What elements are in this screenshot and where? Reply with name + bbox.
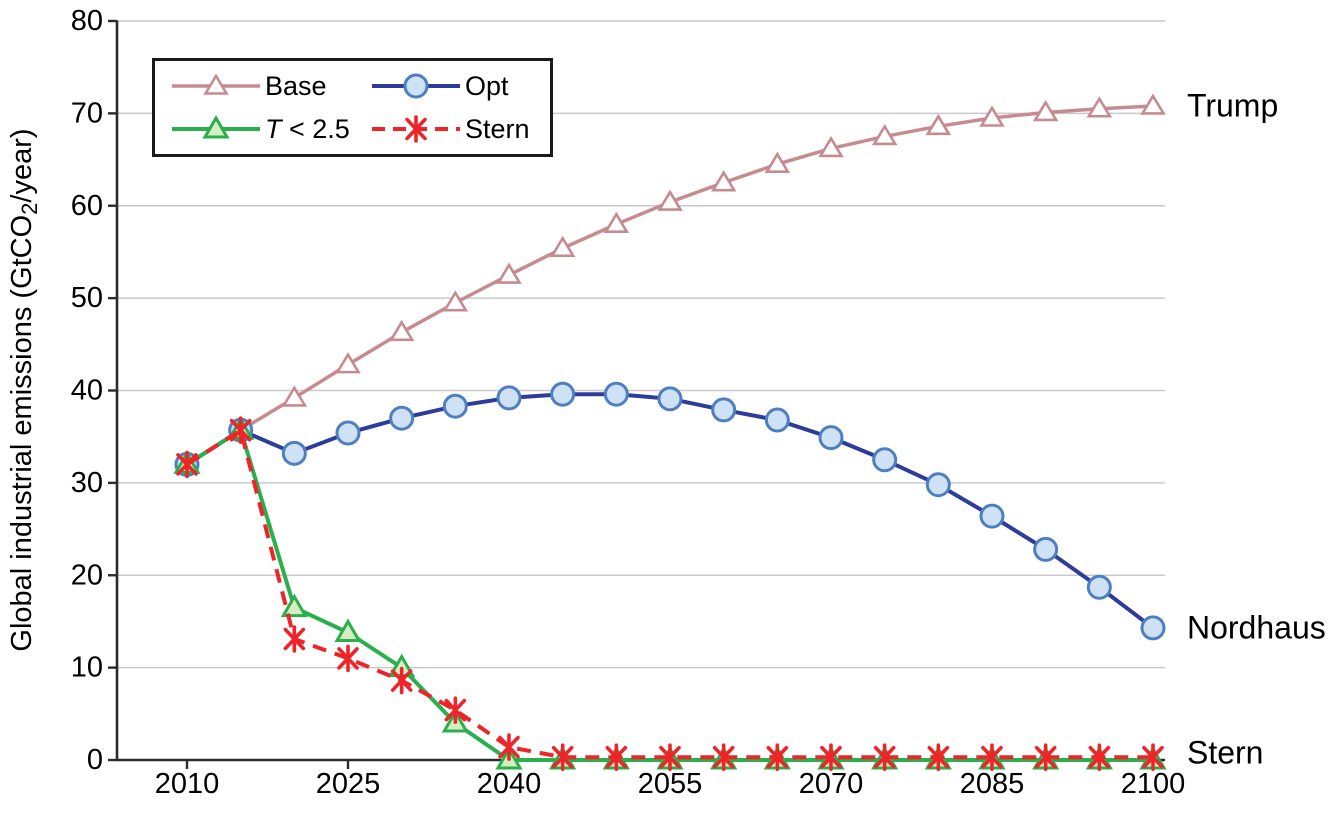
opt-circle-marker [403,73,429,99]
stern-asterisk-marker [444,698,467,722]
stern-asterisk-marker [498,735,520,759]
opt-circle-marker [1033,536,1059,562]
annotation-stern: Stern [1186,734,1264,771]
stern-asterisk-marker [337,647,359,670]
opt-circle-marker [281,440,307,466]
x-tick-label: 2070 [799,768,864,800]
x-tick-label: 2025 [316,768,381,800]
stern-asterisk-marker [551,745,574,769]
legend-swatch-stern [372,115,460,143]
base-triangle-marker [549,235,576,258]
base-triangle-marker [710,170,737,192]
t25-triangle-marker [334,618,362,643]
series-line [185,428,1153,760]
t25-triangle-marker [280,593,308,618]
y-tick-label: 80 [71,5,103,37]
base-triangle-marker [335,352,361,374]
x-tick-label: 2055 [638,768,703,800]
stern-asterisk-marker [1088,745,1111,769]
stern-asterisk-marker [1142,745,1164,769]
stern-asterisk-marker [820,745,842,769]
series-line [185,428,1153,762]
y-tick-label: 10 [71,652,103,684]
series-t25 [173,416,1167,770]
stern-asterisk-marker [1034,745,1057,769]
stern-asterisk-marker [981,745,1003,769]
opt-circle-marker [550,381,576,407]
series-stern [176,416,1164,772]
base-triangle-marker [871,123,898,146]
legend-swatch-t25 [172,115,260,139]
base-triangle-marker [1140,93,1166,115]
stern-asterisk-marker [229,418,252,442]
y-tick-label: 40 [71,375,103,407]
legend-row: T < 2.5 Stern [169,109,550,149]
legend-label: Base [265,70,327,101]
stern-asterisk-marker [390,669,413,692]
y-tick-label: 30 [71,467,103,499]
base-triangle-marker [603,211,630,234]
opt-circle-marker [925,472,951,498]
legend-swatch-opt [372,73,460,99]
opt-circle-marker [657,386,683,412]
y-tick-label: 60 [71,190,103,222]
x-tick-label: 2040 [477,768,542,800]
opt-circle-marker [1086,574,1112,600]
opt-circle-marker [442,393,468,419]
base-triangle-marker [203,73,229,95]
base-triangle-marker [979,105,1005,127]
base-triangle-marker [657,189,683,211]
series-line [185,392,1155,630]
base-triangle-marker [764,151,791,173]
y-tick-label: 0 [87,744,103,776]
opt-circle-marker [818,425,844,451]
stern-asterisk-marker [659,745,681,769]
stern-asterisk-marker [873,745,896,769]
stern-asterisk-marker [605,745,628,769]
opt-circle-marker [335,420,361,446]
y-tick-label: 50 [71,282,103,314]
opt-circle-marker [711,397,737,423]
base-triangle-marker [1086,96,1113,118]
series-opt [174,381,1166,641]
stern-asterisk-marker [712,745,735,769]
legend-label: Stern [465,113,530,144]
x-tick-label: 2010 [155,768,220,800]
base-triangle-marker [442,290,469,312]
base-triangle-marker [925,113,952,136]
stern-asterisk-marker [283,627,306,651]
base-triangle-marker [496,262,522,284]
annotation-nordhaus: Nordhaus [1186,609,1326,646]
opt-circle-marker [872,447,898,473]
opt-circle-marker [496,385,522,411]
legend-label: Opt [465,70,509,101]
legend-label: T < 2.5 [265,113,350,144]
stern-asterisk-marker [405,117,427,141]
stern-asterisk-marker [927,745,950,769]
y-axis-title: Global industrial emissions (GtCO2/year) [6,128,42,651]
stern-asterisk-marker [176,453,198,476]
legend-swatch-base [172,73,260,95]
base-triangle-marker [388,319,415,342]
opt-circle-marker [389,405,415,431]
x-tick-label: 2085 [960,768,1025,800]
y-tick-label: 70 [71,97,103,129]
annotation-trump: Trump [1186,87,1279,124]
opt-circle-marker [764,407,790,433]
legend-row: Base Opt [169,66,550,106]
opt-circle-marker [979,503,1005,529]
opt-circle-marker [603,381,629,407]
opt-circle-marker [1140,615,1166,641]
legend: Base Opt T < 2.5 Stern [152,58,553,157]
stern-asterisk-marker [766,745,789,769]
y-tick-label: 20 [71,559,103,591]
base-triangle-marker [281,385,308,407]
x-tick-label: 2100 [1121,768,1186,800]
t25-triangle-marker [202,115,230,139]
base-triangle-marker [818,135,844,158]
base-triangle-marker [1032,99,1059,122]
